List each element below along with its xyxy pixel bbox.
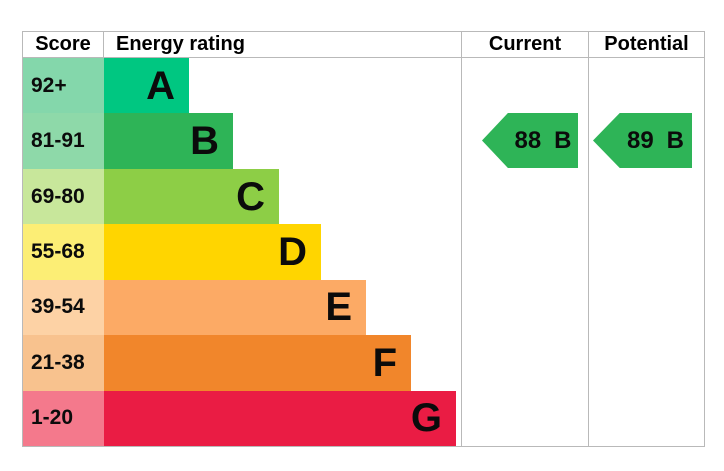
band-bar-area: G bbox=[104, 390, 461, 446]
band-bar-area: D bbox=[104, 224, 461, 280]
band-bar-area: A bbox=[104, 58, 461, 114]
band-bar: E bbox=[104, 279, 366, 336]
current-column: 88 B bbox=[461, 58, 588, 446]
band-letter: G bbox=[410, 396, 442, 441]
table-body: 92+ A 81-91 B 69-80 bbox=[23, 58, 704, 446]
band-score: 39-54 bbox=[23, 279, 104, 336]
band-letter: A bbox=[146, 63, 175, 108]
header-current: Current bbox=[461, 32, 588, 57]
band-row-f: 21-38 F bbox=[23, 335, 461, 391]
header-potential: Potential bbox=[588, 32, 704, 57]
band-score: 81-91 bbox=[23, 113, 104, 169]
band-row-b: 81-91 B bbox=[23, 113, 461, 169]
band-bar-area: F bbox=[104, 335, 461, 391]
band-bar: A bbox=[104, 58, 189, 114]
band-letter: C bbox=[236, 174, 265, 219]
header-energy-rating: Energy rating bbox=[116, 33, 245, 55]
epc-table: Score Energy rating Current Potential 92… bbox=[22, 31, 705, 447]
band-row-d: 55-68 D bbox=[23, 224, 461, 280]
band-bar: B bbox=[104, 113, 233, 169]
table-header: Score Energy rating Current Potential bbox=[23, 32, 704, 58]
band-bar: D bbox=[104, 224, 321, 280]
potential-rating-value: 89 bbox=[626, 126, 654, 154]
band-bar: C bbox=[104, 168, 279, 225]
potential-rating-band: B bbox=[666, 126, 685, 154]
band-score: 1-20 bbox=[23, 390, 104, 446]
band-letter: F bbox=[372, 340, 397, 385]
band-bar: G bbox=[104, 390, 456, 446]
current-rating-band: B bbox=[554, 126, 572, 154]
band-bar-area: E bbox=[104, 279, 461, 336]
band-score: 92+ bbox=[23, 58, 104, 114]
bands-area: 92+ A 81-91 B 69-80 bbox=[23, 58, 461, 446]
band-letter: E bbox=[325, 285, 352, 330]
band-bar-area: B bbox=[104, 113, 461, 169]
band-bar-area: C bbox=[104, 168, 461, 225]
band-row-g: 1-20 G bbox=[23, 390, 461, 446]
band-row-e: 39-54 E bbox=[23, 279, 461, 336]
band-score: 69-80 bbox=[23, 168, 104, 225]
header-score: Score bbox=[23, 32, 104, 57]
current-rating-value: 88 bbox=[514, 126, 542, 154]
band-letter: B bbox=[190, 119, 219, 164]
band-bar: F bbox=[104, 335, 411, 391]
band-score: 21-38 bbox=[23, 335, 104, 391]
current-rating-arrow: 88 B bbox=[482, 113, 578, 168]
band-row-c: 69-80 C bbox=[23, 168, 461, 225]
potential-column: 89 B bbox=[588, 58, 704, 446]
band-score: 55-68 bbox=[23, 224, 104, 280]
band-letter: D bbox=[278, 229, 307, 274]
band-row-a: 92+ A bbox=[23, 58, 461, 114]
potential-rating-arrow: 89 B bbox=[593, 113, 692, 168]
